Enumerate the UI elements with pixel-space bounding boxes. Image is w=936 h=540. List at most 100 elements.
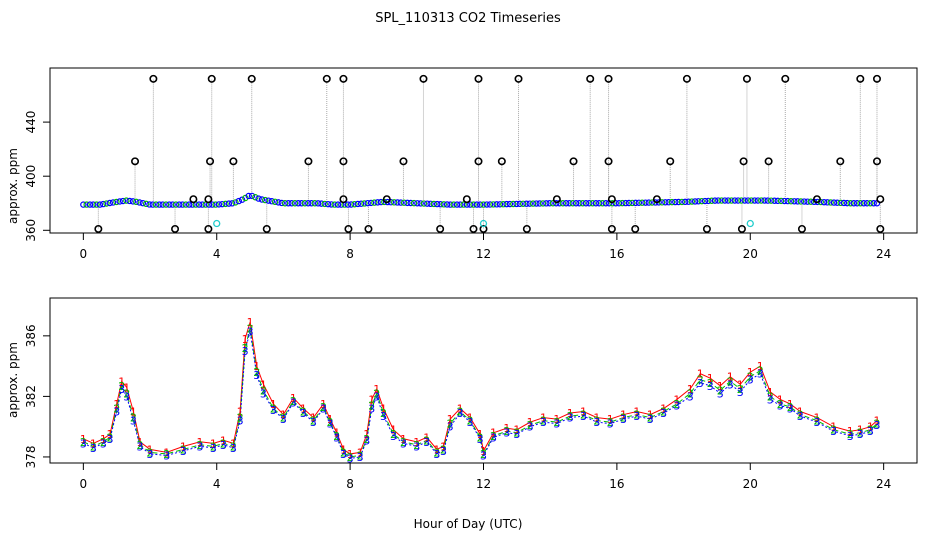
baseline-point — [443, 201, 451, 208]
baseline-point — [361, 200, 368, 207]
outlier-point — [607, 195, 616, 204]
baseline-point — [787, 197, 795, 205]
baseline-point — [536, 200, 543, 207]
series-3-line — [83, 331, 878, 459]
top-y-axis: 360 400 440 — [24, 111, 50, 242]
series-1-marker: 1 — [373, 383, 380, 396]
series-3-marker: 3 — [620, 413, 627, 426]
baseline-point — [364, 199, 371, 207]
series-3-marker: 3 — [503, 427, 510, 440]
series-3-marker: 3 — [380, 410, 387, 423]
mid-reading-point — [474, 157, 483, 166]
baseline-point — [119, 197, 127, 205]
baseline-point — [675, 198, 682, 206]
baseline-point — [476, 201, 484, 208]
series-1-marker: 1 — [280, 409, 287, 422]
baseline-point — [834, 199, 841, 206]
baseline-point — [424, 200, 431, 207]
baseline-point — [367, 199, 375, 207]
baseline-point — [305, 200, 312, 207]
baseline-point — [566, 200, 573, 207]
series-2-marker: 2 — [220, 437, 227, 450]
series-3-marker: 3 — [813, 416, 820, 429]
mid-reading-point — [131, 157, 140, 166]
series-3-marker: 3 — [567, 412, 574, 425]
outlier-point — [876, 195, 885, 204]
baseline-point — [235, 197, 242, 205]
x-tick-label: 8 — [346, 477, 354, 491]
baseline-point — [467, 201, 474, 208]
baseline-point — [596, 200, 603, 207]
series-3-marker: 3 — [857, 428, 864, 441]
baseline-point — [328, 201, 335, 208]
series-2-marker: 2 — [123, 387, 130, 400]
high-reading-point — [604, 74, 613, 83]
series-1-marker: 1 — [847, 425, 854, 438]
baseline-point — [113, 198, 120, 206]
baseline-point — [824, 199, 831, 206]
series-3-marker: 3 — [340, 448, 347, 461]
baseline-point — [721, 197, 729, 204]
baseline-point — [225, 200, 233, 207]
series-1-marker: 1 — [347, 448, 354, 461]
high-reading-point — [586, 74, 595, 83]
x-tick-label: 12 — [476, 247, 491, 261]
low-reading-point — [702, 224, 711, 233]
baseline-point — [245, 192, 252, 200]
baseline-point — [668, 198, 676, 206]
low-reading-point — [469, 224, 478, 233]
series-1-marker: 1 — [873, 415, 880, 428]
baseline-point — [222, 200, 229, 208]
series-3-marker: 3 — [210, 442, 217, 455]
baseline-point — [513, 200, 520, 208]
baseline-point — [324, 200, 332, 208]
series-1-marker: 1 — [310, 412, 317, 425]
series-1-marker: 1 — [660, 403, 667, 416]
baseline-point — [695, 198, 702, 205]
baseline-point — [248, 192, 256, 200]
baseline-point — [354, 200, 362, 208]
series-1-marker: 1 — [593, 412, 600, 425]
series-2-marker: 2 — [333, 430, 340, 443]
calibration-point — [213, 219, 221, 228]
mid-reading-point — [229, 157, 238, 166]
y-tick-label: 386 — [24, 324, 38, 347]
baseline-point — [414, 200, 421, 207]
series-2-marker: 2 — [727, 375, 734, 388]
mid-reading-point — [399, 157, 408, 166]
baseline-point — [437, 201, 444, 208]
baseline-point — [483, 201, 490, 208]
baseline-point — [791, 198, 798, 205]
baseline-point — [334, 201, 342, 208]
baseline-point — [129, 198, 137, 205]
low-reading-point — [262, 224, 271, 233]
series-2-marker: 2 — [620, 412, 627, 425]
series-2-marker: 2 — [242, 342, 249, 355]
series-1-marker: 1 — [413, 436, 420, 449]
baseline-point — [708, 197, 715, 204]
x-tick-label: 16 — [609, 247, 624, 261]
baseline-point — [109, 199, 117, 206]
series-3-marker: 3 — [327, 418, 334, 431]
low-reading-point — [364, 224, 373, 233]
baseline-point — [427, 200, 434, 208]
baseline-point — [182, 201, 190, 208]
baseline-point — [553, 200, 560, 207]
series-2-marker: 2 — [197, 439, 204, 452]
series-1-marker: 1 — [607, 413, 614, 426]
top-plot-frame — [49, 67, 918, 234]
x-tick-label: 12 — [476, 477, 491, 491]
series-1-marker: 1 — [830, 421, 837, 434]
baseline-point — [592, 200, 600, 207]
series-2-marker: 2 — [687, 387, 694, 400]
series-3-marker: 3 — [300, 407, 307, 420]
mid-reading-point — [569, 157, 578, 166]
x-axis-label: Hour of Day (UTC) — [414, 517, 523, 531]
baseline-point — [116, 198, 123, 205]
y-tick-label: 440 — [24, 111, 38, 134]
outlier-point — [204, 195, 213, 204]
series-2-marker: 2 — [747, 371, 754, 384]
series-1-marker: 1 — [107, 428, 114, 441]
series-1-marker: 1 — [433, 443, 440, 456]
top-data-marks — [80, 74, 885, 233]
